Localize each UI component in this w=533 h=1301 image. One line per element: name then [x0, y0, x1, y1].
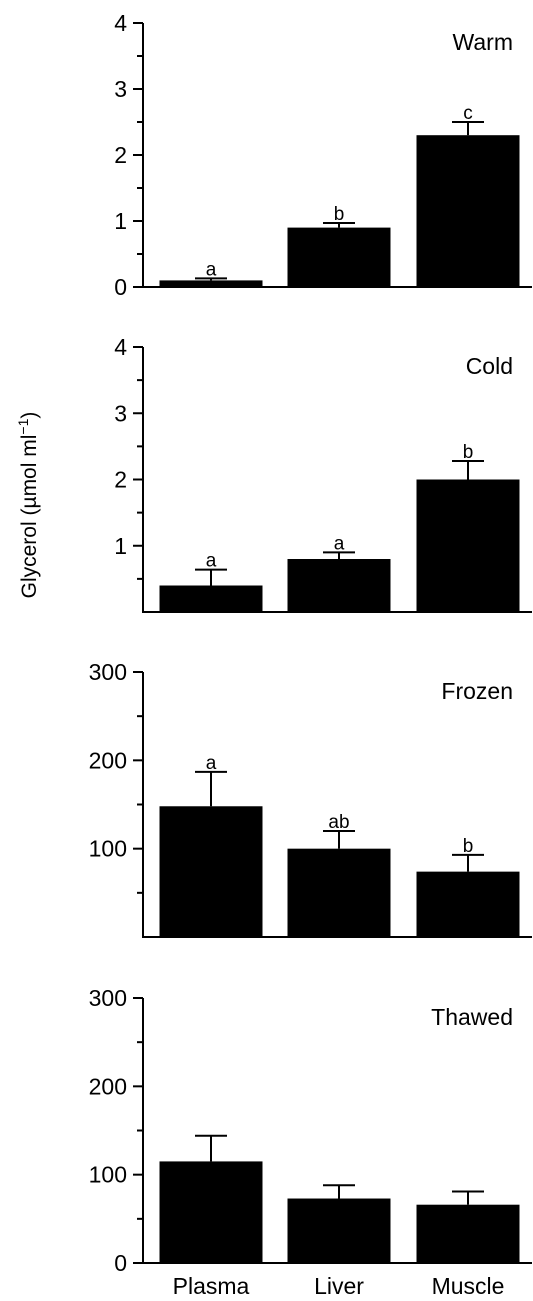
- bar-thawed-liver: [287, 1198, 391, 1263]
- bar-cold-muscle: [416, 479, 520, 612]
- panel-frozen: 100 200 300 Frozen a ab b: [89, 659, 532, 938]
- y-tick-label: 2: [114, 142, 127, 168]
- bar-thawed-plasma: [159, 1161, 263, 1263]
- bar-warm-liver: [287, 227, 391, 287]
- panel-thawed: 0 100 200 300 Thawed: [89, 985, 532, 1276]
- significance-letter-cold-plasma: a: [206, 551, 217, 572]
- significance-letter-warm-liver: b: [334, 204, 345, 225]
- significance-letter-cold-muscle: b: [463, 442, 474, 463]
- bar-thawed-muscle: [416, 1204, 520, 1263]
- bar-cold-liver: [287, 559, 391, 612]
- y-tick-label: 2: [114, 467, 127, 493]
- bar-frozen-muscle: [416, 871, 520, 937]
- panel-title-frozen: Frozen: [441, 678, 513, 704]
- bar-frozen-liver: [287, 848, 391, 937]
- shared-y-axis-label: Glycerol (µmol ml−1): [15, 412, 41, 599]
- panel-warm: 0 1 2 3 4 Warm a b c: [114, 10, 532, 300]
- panel-title-thawed: Thawed: [431, 1004, 513, 1030]
- y-tick-label: 4: [114, 10, 127, 36]
- significance-letter-frozen-plasma: a: [206, 753, 217, 774]
- x-tick-label-liver: Liver: [314, 1273, 364, 1299]
- bar-frozen-plasma: [159, 806, 263, 937]
- bar-warm-plasma: [159, 280, 263, 287]
- significance-letter-warm-muscle: c: [463, 103, 473, 124]
- y-tick-label: 4: [114, 334, 127, 360]
- x-tick-label-plasma: Plasma: [173, 1273, 250, 1299]
- shared-y-axis-label-main: Glycerol (µmol ml: [18, 435, 41, 599]
- significance-letter-frozen-muscle: b: [463, 836, 474, 857]
- panel-title-warm: Warm: [453, 29, 513, 55]
- y-tick-label: 1: [114, 533, 127, 559]
- y-tick-label: 0: [114, 1250, 127, 1276]
- bar-cold-plasma: [159, 585, 263, 612]
- y-tick-label: 300: [89, 659, 127, 685]
- y-tick-label: 3: [114, 400, 127, 426]
- shared-y-axis-label-close: ): [18, 412, 41, 419]
- y-tick-label: 100: [89, 836, 127, 862]
- y-tick-label: 3: [114, 76, 127, 102]
- y-tick-label: 300: [89, 985, 127, 1011]
- significance-letter-warm-plasma: a: [206, 259, 217, 280]
- significance-letter-frozen-liver: ab: [328, 812, 349, 833]
- shared-y-axis-label-superscript: −1: [15, 418, 31, 434]
- y-tick-label: 1: [114, 208, 127, 234]
- x-tick-label-muscle: Muscle: [432, 1273, 505, 1299]
- y-tick-label: 200: [89, 1073, 127, 1099]
- panel-title-cold: Cold: [466, 353, 513, 379]
- significance-letter-cold-liver: a: [334, 533, 345, 554]
- bar-warm-muscle: [416, 135, 520, 287]
- y-tick-label: 100: [89, 1162, 127, 1188]
- panel-cold: 1 2 3 4 Cold a a b: [114, 334, 532, 613]
- y-tick-label: 0: [114, 274, 127, 300]
- panels-group: 01234Warmabc1234Coldaab100200300Frozenaa…: [89, 10, 532, 1276]
- y-tick-label: 200: [89, 747, 127, 773]
